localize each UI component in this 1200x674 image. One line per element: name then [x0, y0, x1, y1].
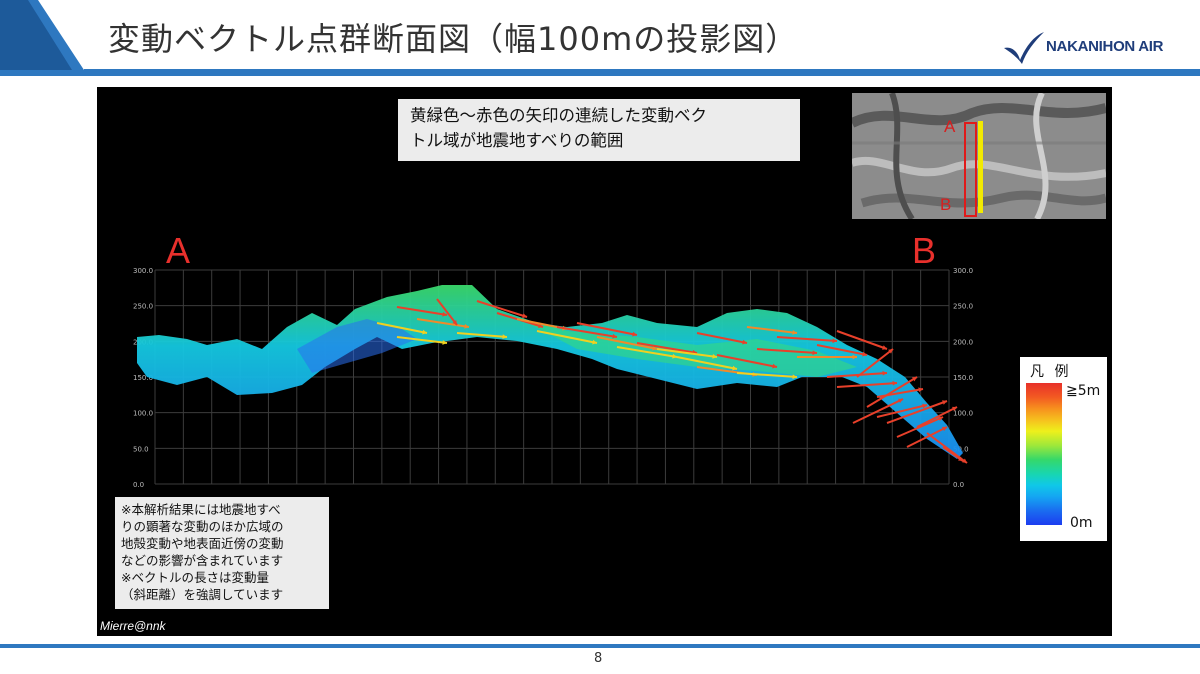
note-line: ※本解析結果には地震地すべ: [121, 502, 281, 517]
displacement-vector: [396, 336, 448, 345]
note-line: りの顕著な変動のほか広域の: [121, 519, 284, 534]
slide-header: 変動ベクトル点群断面図（幅100mの投影図） NAKANIHON AIR: [0, 0, 1200, 76]
displacement-vector: [656, 348, 718, 359]
cross-section-plot: 300.0 250.0 200.0 150.0 100.0 50.0 0.0 300.0 25…: [133, 267, 973, 489]
note-line: などの影響が含まれています: [121, 553, 284, 568]
displacement-vector: [826, 370, 888, 378]
footer-rule: [0, 644, 1200, 648]
displacement-vector: [876, 403, 928, 418]
elevation-tick-label: 0.0: [133, 481, 144, 489]
displacement-vector: [852, 398, 904, 424]
displacement-vectors: [376, 298, 968, 464]
legend-title: 凡 例: [1030, 364, 1072, 380]
displacement-vector: [797, 354, 857, 360]
displacement-vector: [476, 300, 528, 318]
displacement-vector: [416, 318, 470, 329]
credit-text: Mierre@nnk: [100, 619, 166, 633]
elevation-tick-label: 50.0: [133, 445, 149, 453]
legend-max-label: ≧5m: [1066, 383, 1101, 399]
displacement-vector: [906, 426, 948, 448]
location-inset-map: A B: [852, 93, 1106, 219]
displacement-vector: [556, 326, 618, 339]
displacement-vector: [576, 322, 638, 337]
legend-color-bar: [1026, 383, 1062, 525]
section-line: [978, 121, 983, 213]
displacement-vector: [696, 332, 748, 345]
displacement-vector: [856, 348, 894, 378]
elevation-tick-label: 150.0: [133, 374, 153, 382]
displacement-vector: [596, 336, 658, 351]
note-line: 地殻変動や地表面近傍の変動: [121, 536, 284, 551]
displacement-vector: [836, 380, 898, 388]
note-line: （斜距離）を強調しています: [121, 587, 284, 602]
callout-line: トル域が地震地すべりの範囲: [410, 131, 624, 150]
elevation-tick-label: 0.0: [953, 481, 964, 489]
displacement-vector: [536, 330, 598, 345]
displacement-vector: [836, 330, 888, 350]
section-box: [964, 122, 977, 217]
displacement-vector: [896, 416, 944, 438]
inset-start-label: A: [944, 117, 956, 136]
elevation-tick-label: 150.0: [953, 374, 973, 382]
analysis-note: ※本解析結果には地震地すべ りの顕著な変動のほか広域の 地殻変動や地表面近傍の変…: [115, 497, 329, 609]
logo-text: NAKANIHON AIR: [1046, 38, 1164, 55]
hillshade-terrain: [852, 93, 1106, 219]
displacement-vector: [876, 387, 924, 398]
elevation-tick-label: 200.0: [953, 338, 973, 346]
section-end-label: B: [912, 230, 937, 271]
displacement-vector: [942, 446, 964, 462]
displacement-vector: [716, 354, 778, 369]
cross-section-figure: 300.0 250.0 200.0 150.0 100.0 50.0 0.0 300.0 25…: [97, 87, 1112, 636]
callout-line: 黄緑色～赤色の矢印の連続した変動ベク: [410, 106, 707, 125]
terrain-point-cloud: [137, 285, 963, 459]
bird-logo-icon: [1004, 32, 1044, 64]
displacement-vector: [816, 344, 868, 357]
elevation-tick-label: 100.0: [953, 410, 973, 418]
elevation-tick-label: 300.0: [133, 267, 153, 275]
displacement-vector: [436, 298, 458, 326]
displacement-vector: [676, 356, 738, 371]
displacement-vector: [776, 336, 838, 344]
elevation-tick-label: 300.0: [953, 267, 973, 275]
displacement-vector: [396, 306, 448, 317]
displacement-vector: [756, 348, 818, 356]
slide-title: 変動ベクトル点群断面図（幅100mの投影図）: [108, 20, 799, 58]
displacement-vector: [616, 346, 678, 359]
inset-end-label: B: [940, 195, 952, 214]
callout-annotation: 黄緑色～赤色の矢印の連続した変動ベク トル域が地震地すべりの範囲: [398, 99, 800, 161]
displacement-vector: [456, 332, 508, 340]
company-logo: NAKANIHON AIR: [1002, 30, 1192, 66]
elevation-tick-label: 250.0: [953, 303, 973, 311]
section-start-label: A: [166, 230, 191, 271]
legend-min-label: 0m: [1070, 515, 1093, 531]
displacement-vector: [376, 322, 428, 335]
color-legend: 凡 例 ≧5m 0m: [1020, 357, 1107, 541]
elevation-tick-label: 100.0: [133, 410, 153, 418]
displacement-vector: [866, 376, 918, 408]
note-line: ※ベクトルの長さは変動量: [121, 570, 269, 585]
displacement-vector: [746, 326, 798, 335]
displacement-vector: [886, 400, 948, 424]
header-decoration: [0, 0, 1200, 76]
elevation-tick-label: 250.0: [133, 303, 153, 311]
displacement-vector: [916, 406, 958, 428]
displacement-vector: [736, 372, 798, 380]
page-number: 8: [594, 651, 603, 666]
